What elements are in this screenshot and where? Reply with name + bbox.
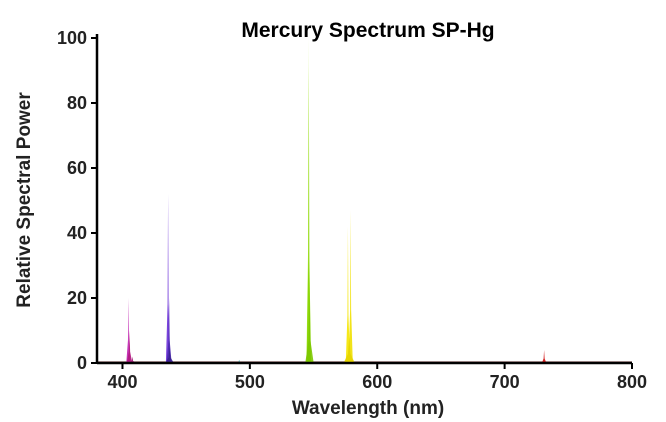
x-axis-label: Wavelength (nm) <box>292 398 444 419</box>
x-tick-label: 400 <box>107 372 137 392</box>
spectral-peak <box>126 330 133 363</box>
spectral-peak <box>126 298 131 363</box>
x-tick-label: 600 <box>362 372 392 392</box>
spectral-peak <box>165 194 171 363</box>
y-tick-label: 0 <box>77 353 87 373</box>
spectral-peak <box>541 350 547 363</box>
y-axis-label: Relative Spectral Power <box>14 92 35 308</box>
y-tick-label: 80 <box>67 93 87 113</box>
y-tick-label: 100 <box>57 28 87 48</box>
axes <box>91 34 633 369</box>
spectral-peak <box>305 298 314 363</box>
plot-area <box>97 38 632 363</box>
x-tick-label: 500 <box>235 372 265 392</box>
spectral-peak <box>348 210 353 363</box>
y-tick-label: 60 <box>67 158 87 178</box>
y-tick-label: 20 <box>67 288 87 308</box>
spectral-peak <box>129 356 136 363</box>
x-tick-label: 800 <box>617 372 647 392</box>
spectral-peak <box>343 337 355 363</box>
spectral-peak <box>165 346 174 363</box>
y-tick-label: 40 <box>67 223 87 243</box>
chart-title: Mercury Spectrum SP-Hg <box>241 19 494 42</box>
tick-labels: 0 20 40 60 80 100 400 500 600 700 800 <box>57 28 647 392</box>
spectral-peak <box>345 226 351 363</box>
spectral-peak <box>166 298 172 363</box>
x-tick-label: 700 <box>490 372 520 392</box>
spectral-peak <box>306 67 312 363</box>
spectral-peak <box>236 359 242 363</box>
